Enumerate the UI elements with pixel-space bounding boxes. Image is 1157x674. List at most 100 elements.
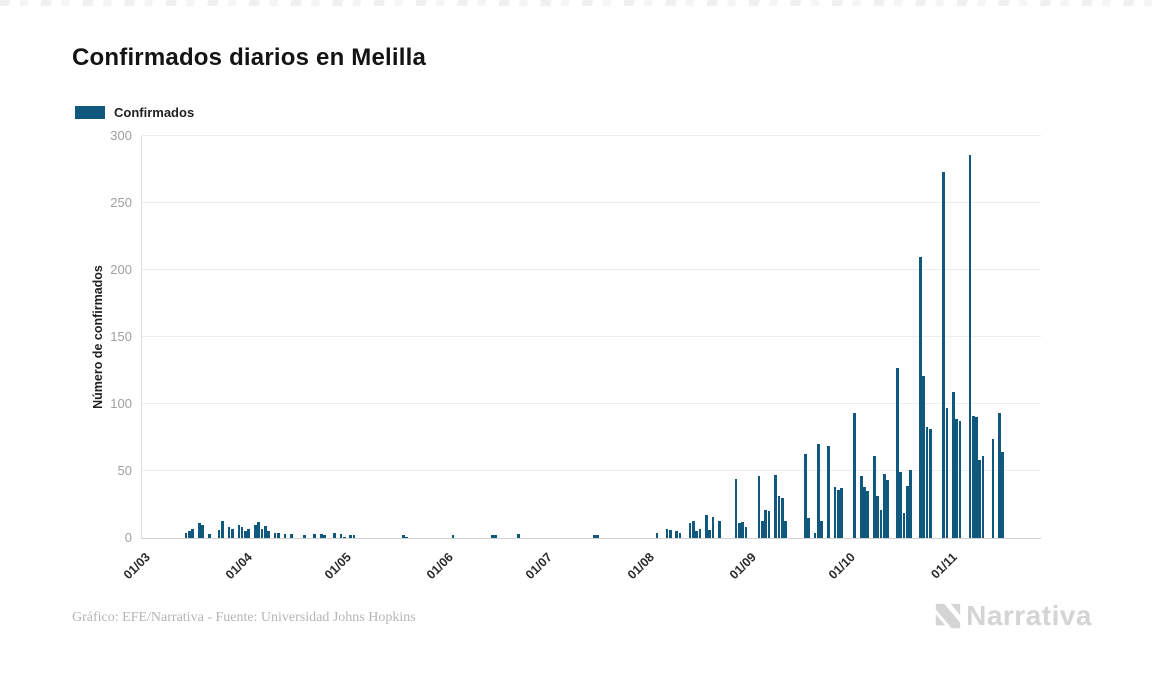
bar-day-29 — [237, 524, 241, 538]
bar-day-159 — [665, 528, 669, 538]
bar-day-202 — [807, 517, 810, 538]
gridline-100 — [142, 403, 1041, 404]
bar-day-224 — [879, 509, 883, 538]
bar-day-24 — [221, 520, 224, 538]
bar-day-220 — [866, 491, 870, 538]
bar-day-106 — [491, 535, 494, 538]
bar-day-205 — [817, 444, 820, 538]
y-tick-150: 150 — [110, 329, 132, 344]
y-tick-200: 200 — [110, 262, 132, 277]
bar-day-218 — [859, 476, 863, 538]
gridline-200 — [142, 269, 1041, 270]
bar-day-210 — [833, 487, 837, 538]
bar-day-212 — [840, 488, 843, 538]
brand-name: Narrativa — [966, 600, 1092, 631]
legend-label: Confirmados — [114, 105, 195, 120]
bar-day-160 — [668, 529, 672, 538]
bar-day-49 — [303, 535, 307, 538]
bar-day-54 — [319, 533, 323, 538]
chart-title: Confirmados diarios en Melilla — [72, 44, 427, 71]
bar-day-216 — [853, 413, 856, 538]
bar-day-27 — [230, 528, 234, 538]
narrativa-n-icon — [935, 603, 961, 629]
x-tick-01-10: 01/10 — [825, 550, 858, 583]
bar-day-171 — [705, 515, 708, 538]
bar-day-201 — [803, 453, 807, 538]
bar-day-94 — [451, 535, 455, 538]
bar-day-31 — [244, 531, 247, 538]
bar-day-251 — [968, 154, 972, 538]
bar-day-248 — [958, 421, 962, 538]
bar-day-211 — [836, 489, 840, 538]
bar-day-195 — [784, 520, 787, 538]
bar-day-254 — [978, 460, 982, 538]
bar-day-36 — [260, 528, 264, 538]
bar-day-169 — [698, 528, 702, 538]
bar-day-219 — [863, 487, 866, 538]
bar-day-40 — [273, 532, 277, 538]
x-tick-01-08: 01/08 — [624, 550, 657, 583]
bar-day-204 — [813, 532, 817, 538]
bar-day-231 — [902, 512, 906, 538]
y-tick-50: 50 — [117, 463, 132, 478]
bar-day-137 — [593, 535, 596, 538]
bar-day-30 — [240, 527, 244, 538]
bar-day-61 — [342, 536, 346, 538]
bar-day-58 — [333, 532, 336, 538]
bar-day-38 — [267, 531, 270, 538]
bar-day-192 — [774, 475, 777, 538]
bar-day-252 — [971, 416, 975, 538]
bar-day-255 — [981, 456, 985, 538]
bar-day-238 — [925, 426, 929, 538]
y-tick-300: 300 — [110, 128, 132, 143]
bar-day-258 — [991, 438, 995, 538]
x-tick-01-07: 01/07 — [522, 550, 555, 583]
bar-day-193 — [777, 496, 781, 538]
bar-day-175 — [718, 520, 721, 538]
bar-day-232 — [905, 485, 909, 538]
bar-day-168 — [695, 531, 698, 538]
bar-day-63 — [349, 535, 353, 538]
bar-day-107 — [494, 535, 498, 538]
bar-day-34 — [253, 524, 257, 538]
bar-day-206 — [820, 520, 824, 538]
bar-day-229 — [896, 367, 899, 538]
bar-day-260 — [998, 413, 1001, 538]
bar-day-20 — [207, 533, 211, 538]
bar-day-187 — [757, 476, 761, 538]
x-tick-01-09: 01/09 — [726, 550, 759, 583]
legend-swatch — [75, 106, 105, 119]
bar-day-13 — [184, 532, 188, 538]
bar-day-52 — [313, 533, 316, 538]
bar-day-37 — [263, 525, 267, 538]
gridline-50 — [142, 470, 1041, 471]
bar-day-225 — [882, 473, 886, 538]
bar-day-17 — [197, 523, 201, 538]
bar-day-247 — [955, 418, 959, 538]
cropped-header-artifact — [0, 0, 1157, 6]
bar-day-261 — [1001, 452, 1005, 538]
bar-day-15 — [191, 528, 195, 538]
bar-day-226 — [886, 480, 889, 538]
bar-day-32 — [247, 528, 251, 538]
bar-day-246 — [952, 391, 955, 538]
bar-day-41 — [277, 532, 280, 538]
bar-day-14 — [188, 531, 191, 538]
bar-day-172 — [708, 529, 712, 538]
bar-day-156 — [655, 532, 659, 538]
bar-day-190 — [767, 511, 771, 538]
bar-day-80 — [405, 536, 409, 538]
bar-day-18 — [201, 524, 204, 538]
bar-day-35 — [257, 521, 260, 538]
bar-day-173 — [711, 516, 715, 538]
bar-day-26 — [227, 527, 231, 538]
legend: Confirmados — [75, 105, 194, 120]
bar-day-55 — [323, 535, 326, 538]
bar-day-244 — [945, 408, 949, 538]
bar-day-183 — [744, 527, 748, 538]
bar-day-162 — [675, 531, 679, 538]
bar-day-239 — [929, 429, 932, 538]
bar-day-243 — [942, 172, 945, 538]
bar-day-167 — [691, 520, 695, 538]
